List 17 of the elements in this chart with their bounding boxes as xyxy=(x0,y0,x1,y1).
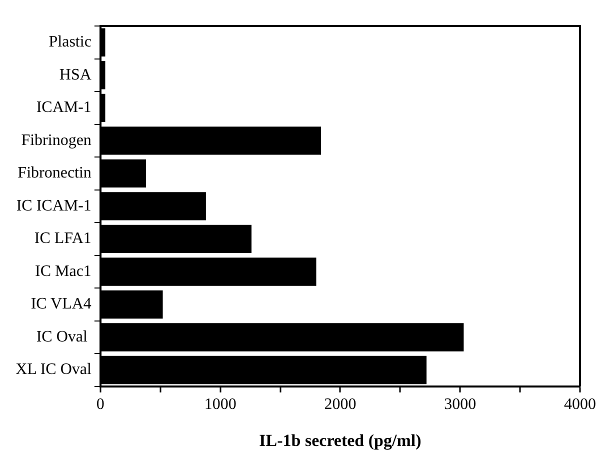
x-tick-label: 0 xyxy=(96,396,104,414)
y-tick-label: Fibrinogen xyxy=(21,132,92,149)
x-tick-label: 2000 xyxy=(324,396,356,414)
x-tick-label: 4000 xyxy=(564,396,596,414)
x-tick-label: 3000 xyxy=(444,396,476,414)
y-tick-label: IC ICAM-1 xyxy=(16,197,92,214)
y-tick-label: IC Mac1 xyxy=(34,262,92,280)
y-tick-label: HSA xyxy=(59,66,92,84)
y-tick-label: ICAM-1 xyxy=(36,99,92,116)
x-axis-title: IL-1b secreted (pg/ml) xyxy=(259,431,422,450)
y-tick-label: Plastic xyxy=(48,34,92,51)
x-tick-label: 1000 xyxy=(204,396,236,414)
y-tick-label: XL IC Oval xyxy=(16,361,92,378)
y-tick-label: IC Oval xyxy=(36,328,92,346)
y-tick-label: IC VLA4 xyxy=(30,296,92,313)
y-tick-label: IC LFA1 xyxy=(34,230,92,248)
y-tick-label: Fibronectin xyxy=(18,164,92,182)
